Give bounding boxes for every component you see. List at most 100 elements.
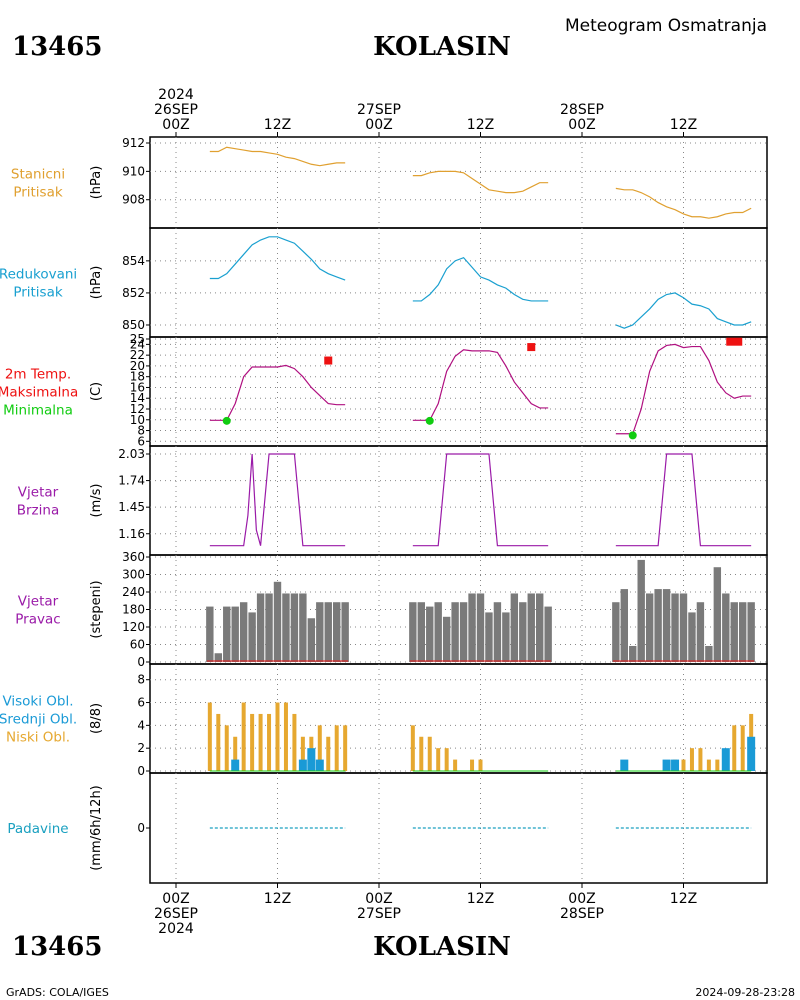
direction-bar (290, 593, 299, 662)
low-cloud-bar (444, 748, 449, 771)
high-cloud-bar (671, 759, 680, 771)
panel-vjetar_brzina: 1.16 1.45 1.74 2.03 (m/s) Vjetar Brzina (17, 445, 768, 556)
min-marker (628, 431, 637, 440)
direction-bar (747, 602, 755, 662)
panel-stanicni_pritisak: 908 910 912 (hPa) Stanicni Pritisak (11, 136, 768, 229)
low-cloud-bar (427, 736, 432, 771)
y-tick-label: 16 (130, 380, 145, 394)
y-tick-label: 910 (122, 164, 145, 178)
series-line (209, 236, 346, 281)
series-line (209, 453, 346, 547)
panel-padavine: 0 (mm/6h/12h) Padavine (7, 772, 768, 884)
series-label: Vjetar (18, 485, 59, 501)
station-name-top: KOLASIN (373, 32, 511, 62)
direction-bar (536, 593, 544, 662)
high-cloud-bar (307, 748, 316, 771)
low-cloud-bar (689, 748, 694, 771)
station-id-top: 13465 (12, 32, 102, 62)
low-cloud-bar (224, 725, 229, 771)
direction-bar (519, 602, 527, 662)
y-tick-label: 4 (137, 718, 145, 732)
time-label: 00Z (568, 117, 595, 133)
low-cloud-bar (216, 713, 221, 771)
low-cloud-bar (258, 713, 263, 771)
time-label: 12Z (264, 117, 291, 133)
time-label: 12Z (467, 891, 494, 907)
low-cloud-bar (740, 725, 745, 771)
direction-bar (231, 606, 239, 662)
high-cloud-bar (298, 759, 307, 771)
y-tick-label: 8 (137, 424, 145, 438)
low-cloud-bar (267, 713, 272, 771)
time-label: 28SEP (560, 906, 604, 922)
time-label: 12Z (264, 891, 291, 907)
direction-bar (637, 559, 645, 662)
direction-bar (459, 602, 468, 662)
direction-bar (654, 589, 662, 662)
series-label: Padavine (7, 821, 68, 837)
low-cloud-bar (698, 748, 703, 771)
y-tick-label: 0 (137, 655, 145, 669)
y-tick-label: 360 (122, 550, 145, 564)
y-tick-label: 852 (122, 286, 145, 300)
direction-bar (265, 593, 273, 662)
y-tick-label: 6 (137, 696, 145, 710)
direction-bar (468, 593, 476, 662)
direction-bar (451, 602, 459, 662)
y-tick-label: 850 (122, 318, 145, 332)
low-cloud-bar (317, 725, 322, 771)
direction-bar (502, 612, 510, 662)
direction-bar (307, 618, 316, 662)
direction-bar (239, 602, 248, 662)
time-label: 00Z (568, 891, 595, 907)
direction-bar (722, 593, 730, 662)
low-cloud-bar (732, 725, 737, 771)
low-cloud-bar (343, 725, 348, 771)
series-label: Redukovani (0, 267, 77, 283)
direction-bar (409, 602, 417, 662)
low-cloud-bar (207, 702, 212, 771)
direction-bar (688, 612, 696, 662)
series-label: 2m Temp. (5, 367, 71, 383)
direction-bar (510, 593, 519, 662)
meteogram-panels: 908 910 912 (hPa) Stanicni Pritisak 850 852 854 (… (0, 136, 768, 884)
unit-label: (C) (89, 382, 104, 401)
y-tick-label: 24 (130, 337, 145, 351)
series-line (615, 187, 752, 219)
unit-label: (stepeni) (89, 580, 104, 638)
y-tick-label: 854 (122, 254, 145, 268)
direction-bar (434, 602, 442, 662)
direction-bar (442, 616, 451, 662)
high-cloud-bar (747, 736, 756, 771)
time-label: 12Z (670, 891, 697, 907)
direction-bar (645, 593, 654, 662)
series-label: Niski Obl. (6, 730, 70, 746)
direction-bar (493, 602, 502, 662)
max-marker (726, 337, 743, 346)
direction-bar (248, 612, 256, 662)
direction-bar (485, 612, 493, 662)
y-tick-label: 0 (137, 821, 145, 835)
series-line (412, 349, 549, 421)
y-tick-label: 25 (130, 332, 145, 346)
direction-bar (206, 606, 214, 662)
time-label: 2024 (158, 921, 194, 937)
direction-bar (671, 593, 679, 662)
direction-bar (662, 589, 671, 662)
direction-bar (679, 593, 688, 662)
low-cloud-bar (241, 702, 246, 771)
unit-label: (mm/6h/12h) (89, 785, 104, 871)
direction-bar (629, 645, 637, 662)
series-label: Pritisak (13, 285, 63, 301)
unit-label: (8/8) (89, 703, 104, 734)
low-cloud-bar (478, 759, 483, 771)
series-line (412, 170, 549, 194)
low-cloud-bar (410, 725, 415, 771)
y-tick-label: 20 (130, 359, 145, 373)
y-tick-label: 2 (137, 741, 145, 755)
time-label: 26SEP (154, 906, 198, 922)
panel-redukovani_pritisak: 850 852 854 (hPa) Redukovani Pritisak (0, 227, 768, 338)
direction-bar (612, 602, 620, 662)
